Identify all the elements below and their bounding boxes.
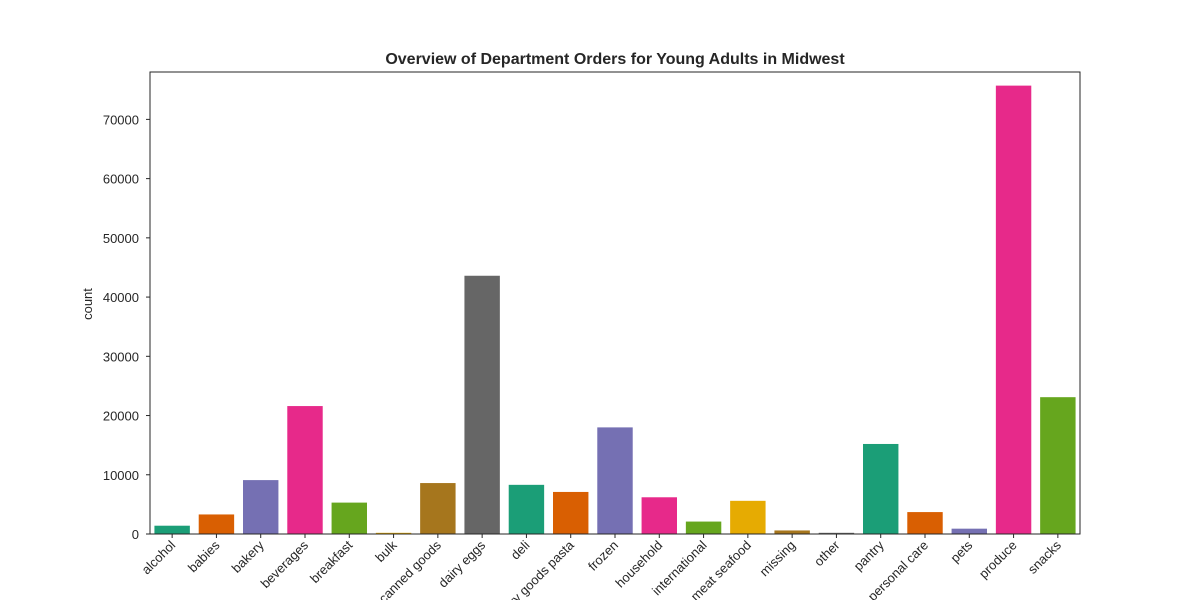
bars-group: [154, 85, 1076, 534]
plot-frame: [149, 71, 1081, 535]
y-tick-label: 60000: [103, 172, 139, 187]
bar-other: [818, 532, 855, 534]
x-tick-label: beverages: [258, 537, 312, 591]
bar-pets: [951, 528, 987, 534]
chart-title: Overview of Department Orders for Young …: [385, 51, 845, 68]
bar-household: [641, 497, 677, 534]
x-tick-label: other: [811, 537, 843, 569]
bar-produce: [995, 85, 1032, 534]
x-tick-label: babies: [185, 537, 223, 575]
bar-pantry: [863, 443, 899, 534]
x-tick-label: breakfast: [307, 537, 356, 586]
bar-dairy-eggs: [464, 275, 500, 534]
y-axis-label: count: [80, 288, 95, 320]
bar-snacks: [1040, 397, 1076, 534]
x-tick-label: produce: [976, 538, 1020, 582]
x-tick-label: pantry: [851, 537, 888, 574]
y-tick-label: 0: [132, 527, 139, 542]
bar-personal-care: [907, 512, 943, 534]
x-tick-label: bakery: [229, 537, 268, 576]
bar-babies: [198, 514, 235, 534]
bar-deli: [508, 484, 545, 534]
bar-canned-goods: [420, 483, 456, 534]
x-tick-label: alcohol: [139, 537, 179, 577]
bar-alcohol: [154, 525, 190, 534]
y-tick-label: 50000: [103, 231, 139, 246]
x-tick-label: bulk: [372, 537, 400, 565]
x-tick-label: snacks: [1025, 537, 1065, 577]
bar-bakery: [243, 480, 279, 534]
y-tick-label: 70000: [103, 112, 139, 127]
bar-breakfast: [331, 502, 367, 534]
y-tick-label: 30000: [103, 349, 139, 364]
bar-international: [685, 521, 722, 534]
y-tick-label: 40000: [103, 290, 139, 305]
bar-dry-goods-pasta: [553, 491, 589, 534]
x-tick-label: deli: [508, 537, 533, 562]
x-tick-label: missing: [756, 538, 798, 580]
bar-missing: [774, 530, 810, 534]
bar-bulk: [375, 532, 412, 534]
x-tick-label: pets: [947, 537, 975, 565]
bar-frozen: [597, 427, 633, 534]
y-tick-label: 20000: [103, 409, 139, 424]
bar-meat-seafood: [730, 500, 766, 534]
y-tick-label: 10000: [103, 468, 139, 483]
bar-beverages: [287, 406, 323, 534]
x-tick-label: frozen: [585, 538, 621, 574]
y-ticks-group: 0 10000 20000 30000 40000 50000 60000 70000: [103, 112, 150, 542]
x-tick-label: dairy eggs: [435, 537, 488, 590]
